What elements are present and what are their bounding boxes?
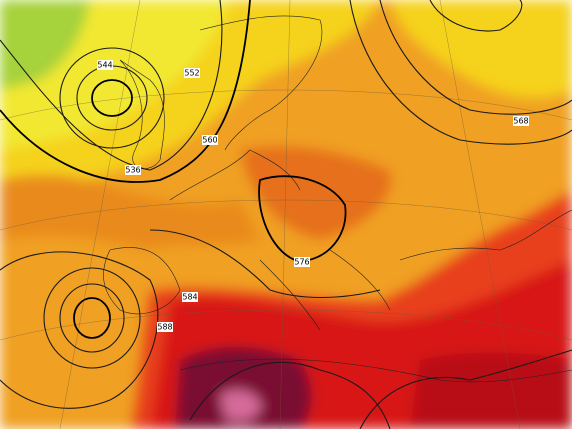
- label-background: [184, 68, 200, 78]
- label-background: [294, 257, 310, 267]
- contour-label: 568: [513, 117, 528, 126]
- label-background: [182, 292, 198, 302]
- label-background: [97, 60, 113, 70]
- label-background: [202, 135, 218, 145]
- contour-label: 536: [125, 166, 140, 175]
- contour-label: 576: [294, 258, 309, 267]
- contour-label: 544: [97, 61, 112, 70]
- contour-label: 552: [184, 69, 199, 78]
- coastline: [103, 15, 572, 383]
- label-background: [125, 165, 141, 175]
- contour-label: 560: [202, 136, 217, 145]
- label-background: [513, 116, 529, 126]
- contour-label: 588: [157, 323, 172, 332]
- contour-labels: 544 552 536 568 576 584 560 588: [97, 60, 529, 332]
- contour-label: 584: [182, 293, 197, 302]
- label-background: [157, 322, 173, 332]
